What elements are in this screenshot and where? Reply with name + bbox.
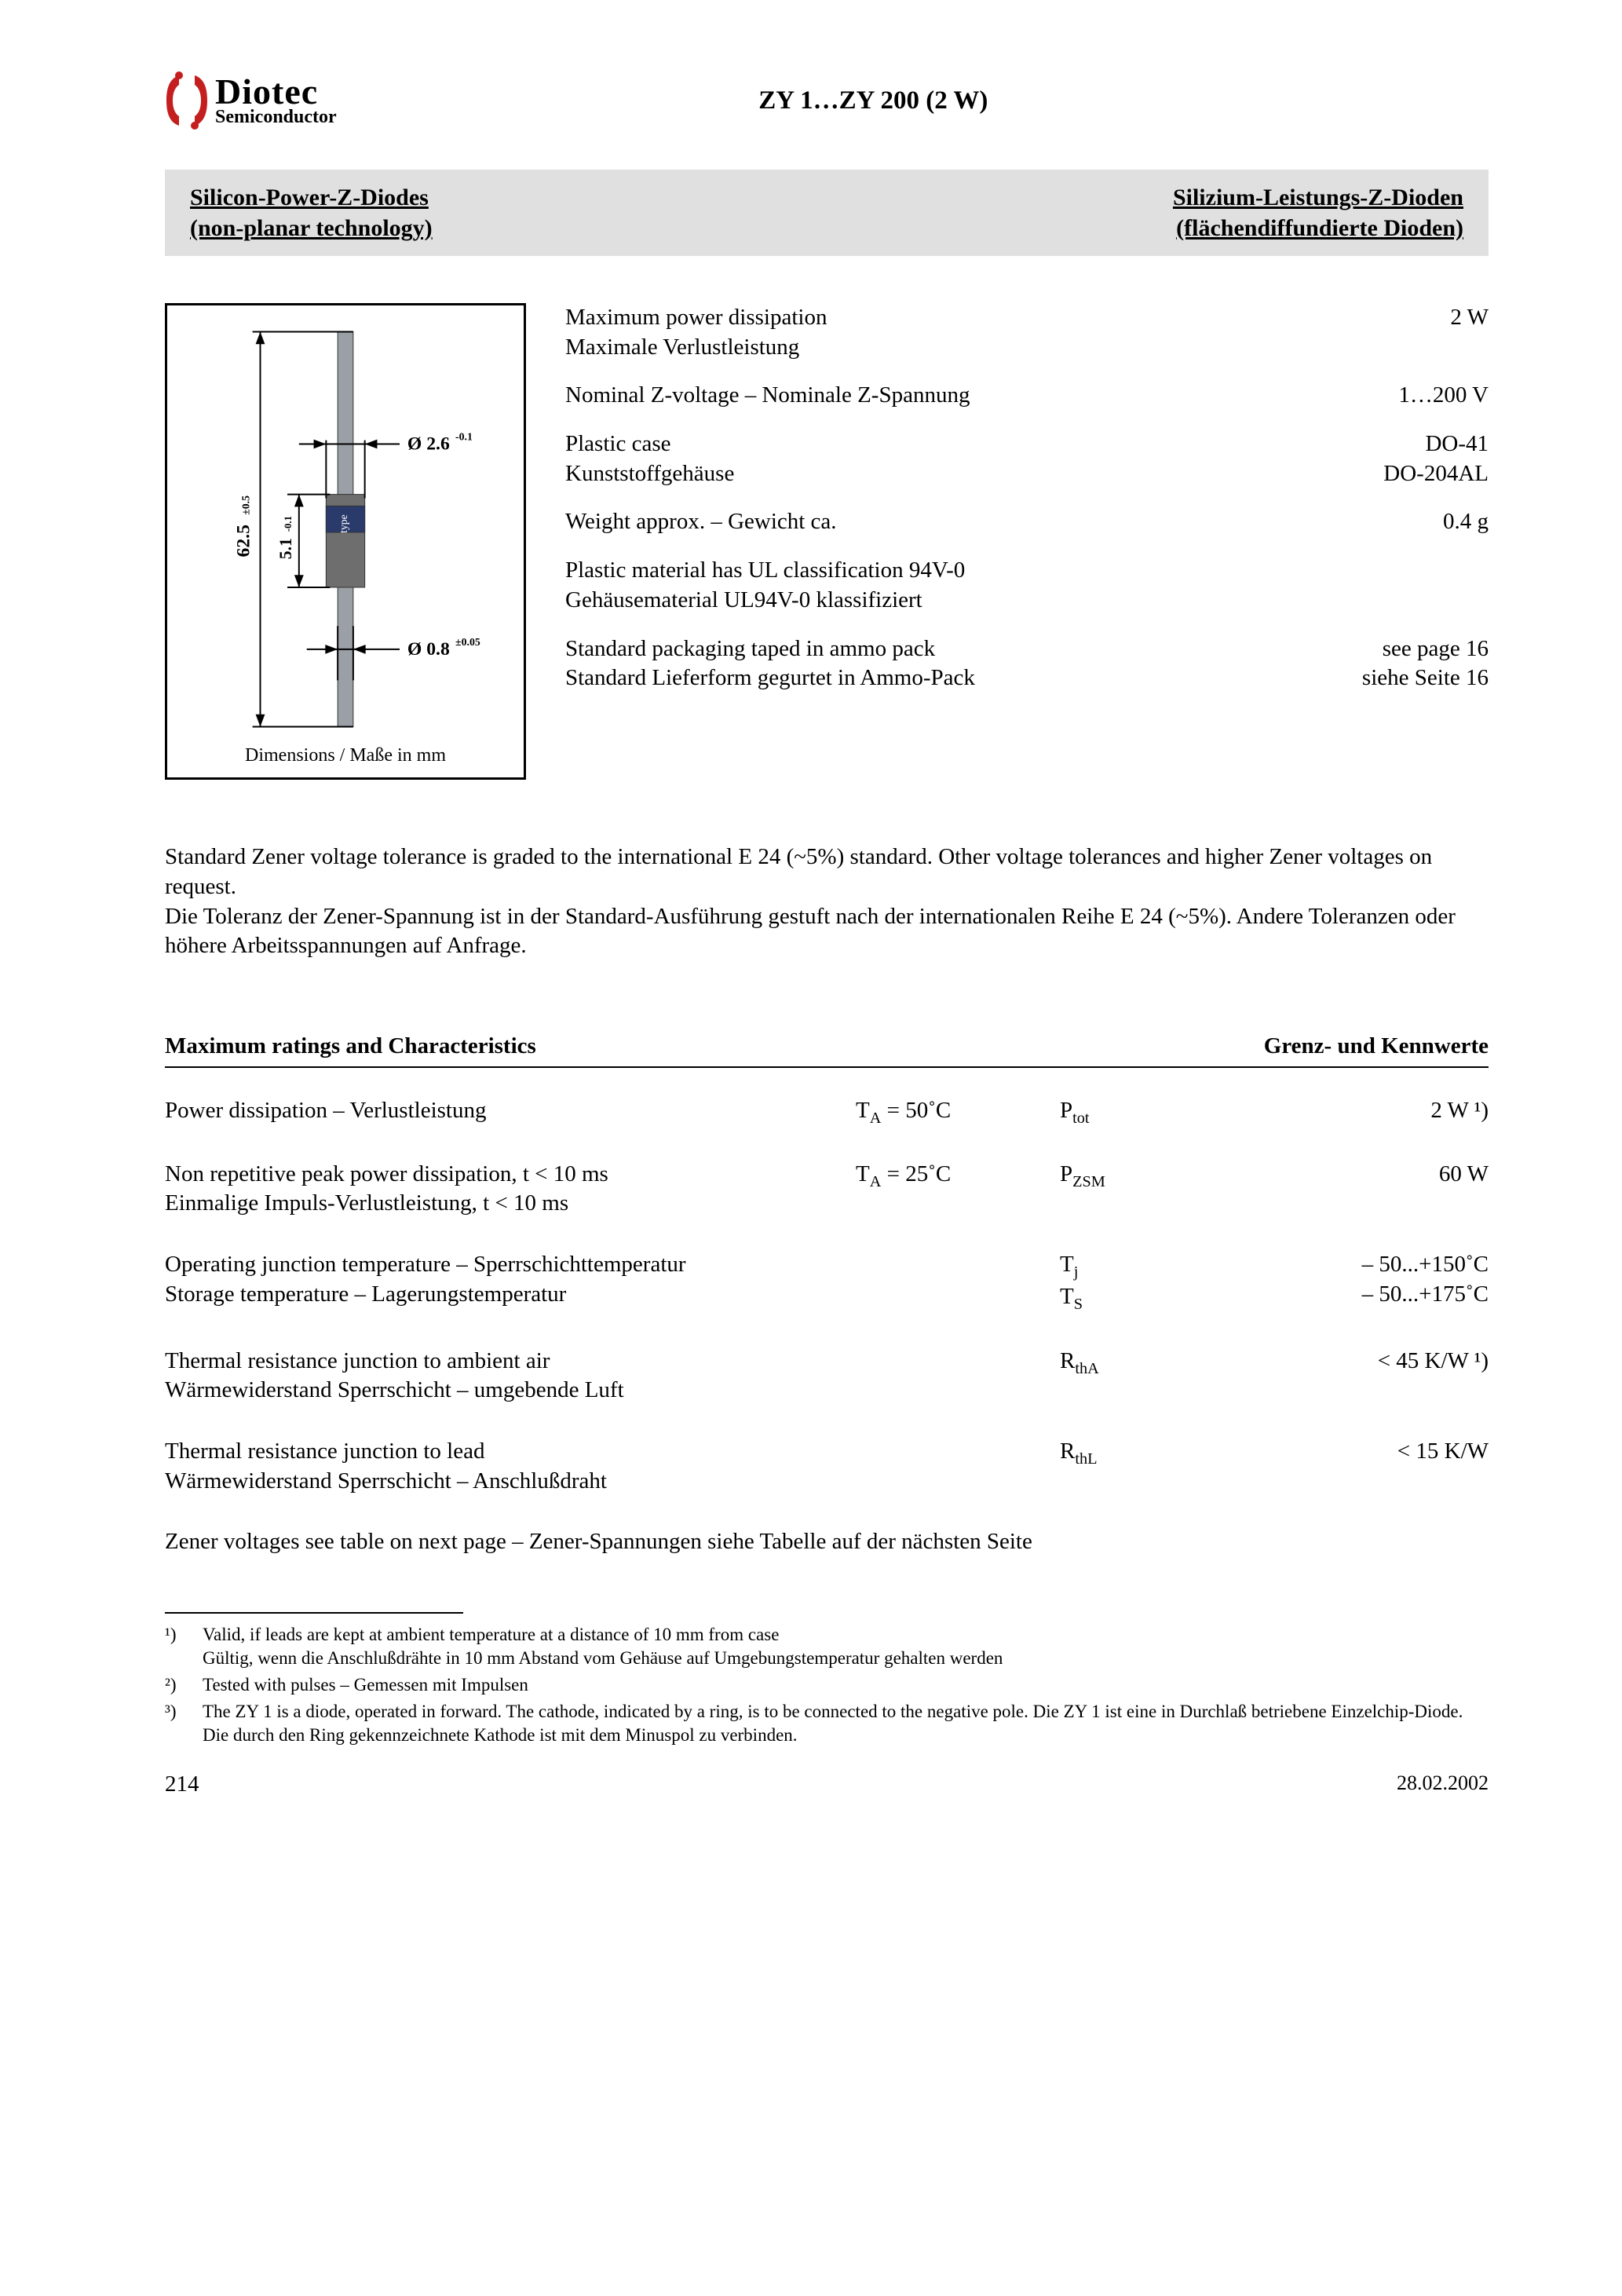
spec-row: Plastic caseKunststoffgehäuse DO-41DO-204… [565, 430, 1489, 488]
ratings-row: Thermal resistance junction to ambient a… [165, 1347, 1489, 1406]
spec-value: DO-41DO-204AL [1383, 430, 1489, 488]
subtitle-right-2: (flächendiffundierte Dioden) [1176, 215, 1463, 241]
ratings-head-right: Grenz- und Kennwerte [1264, 1032, 1489, 1062]
page-title: ZY 1…ZY 200 (2 W) [258, 84, 1489, 118]
spec-label: Weight approx. – Gewicht ca. [565, 507, 837, 537]
rating-symbol: PZSM [1060, 1160, 1185, 1219]
footnote-text: The ZY 1 is a diode, operated in forward… [203, 1700, 1489, 1747]
rating-symbol: Ptot [1060, 1096, 1185, 1128]
ratings-row: Power dissipation – VerlustleistungTA = … [165, 1096, 1489, 1128]
spec-row: Maximum power dissipationMaximale Verlus… [565, 303, 1489, 362]
diagram-box: type 62.5 ±0.5 5.1 -0.1 [165, 303, 526, 780]
ratings-head-left: Maximum ratings and Characteristics [165, 1032, 536, 1062]
spec-value: see page 16siehe Seite 16 [1362, 634, 1489, 693]
svg-text:Ø 0.8: Ø 0.8 [407, 639, 450, 660]
ratings-row: Non repetitive peak power dissipation, t… [165, 1160, 1489, 1219]
ratings-row: Thermal resistance junction to leadWärme… [165, 1437, 1489, 1496]
svg-text:Ø 2.6: Ø 2.6 [407, 433, 450, 454]
spec-label: Standard packaging taped in ammo packSta… [565, 634, 975, 693]
rating-symbol: TjTS [1060, 1250, 1185, 1314]
rating-desc: Non repetitive peak power dissipation, t… [165, 1160, 856, 1219]
footnote-row: ²)Tested with pulses – Gemessen mit Impu… [165, 1673, 1489, 1697]
spec-row: Nominal Z-voltage – Nominale Z-Spannung 1… [565, 381, 1489, 411]
rating-cond: TA = 25˚C [856, 1160, 1060, 1219]
spec-label: Plastic material has UL classification 9… [565, 556, 965, 615]
svg-text:±0.5: ±0.5 [240, 495, 252, 515]
subtitle-right: Silizium-Leistungs-Z-Dioden (flächendiff… [1173, 182, 1463, 243]
rating-value: – 50...+150˚C– 50...+175˚C [1185, 1250, 1489, 1314]
spec-row: Standard packaging taped in ammo packSta… [565, 634, 1489, 693]
diagram-caption: Dimensions / Maße in mm [175, 744, 516, 768]
subtitle-right-1: Silizium-Leistungs-Z-Dioden [1173, 185, 1463, 210]
next-page-note: Zener voltages see table on next page – … [165, 1527, 1489, 1557]
rating-desc: Thermal resistance junction to ambient a… [165, 1347, 856, 1406]
spec-list: Maximum power dissipationMaximale Verlus… [565, 303, 1489, 780]
rating-cond [856, 1437, 1060, 1496]
rating-cond [856, 1250, 1060, 1314]
rating-value: < 15 K/W [1185, 1437, 1489, 1496]
rating-cond: TA = 50˚C [856, 1096, 1060, 1128]
rating-cond [856, 1347, 1060, 1406]
footnote-number: ¹) [165, 1623, 203, 1670]
rating-value: 60 W [1185, 1160, 1489, 1219]
top-section: type 62.5 ±0.5 5.1 -0.1 [165, 303, 1489, 780]
page-date: 28.02.2002 [1397, 1770, 1489, 1800]
subtitle-bar: Silicon-Power-Z-Diodes (non-planar techn… [165, 170, 1489, 256]
footnote-text: Tested with pulses – Gemessen mit Impuls… [203, 1673, 1489, 1697]
tolerance-paragraph: Standard Zener voltage tolerance is grad… [165, 843, 1489, 961]
rating-value: 2 W ¹) [1185, 1096, 1489, 1128]
header-row: Diotec Semiconductor ZY 1…ZY 200 (2 W) [165, 71, 1489, 130]
ratings-heading: Maximum ratings and Characteristics Gren… [165, 1032, 1489, 1068]
footnote-rule [165, 1612, 463, 1614]
svg-text:±0.05: ±0.05 [455, 636, 480, 648]
footnote-number: ³) [165, 1700, 203, 1747]
footnote-number: ²) [165, 1673, 203, 1697]
spec-label: Nominal Z-voltage – Nominale Z-Spannung [565, 381, 970, 411]
svg-text:62.5: 62.5 [234, 525, 254, 557]
rating-value: < 45 K/W ¹) [1185, 1347, 1489, 1406]
rating-symbol: RthA [1060, 1347, 1185, 1406]
spec-row: Plastic material has UL classification 9… [565, 556, 1489, 615]
rating-desc: Power dissipation – Verlustleistung [165, 1096, 856, 1128]
ratings-table: Power dissipation – VerlustleistungTA = … [165, 1096, 1489, 1497]
subtitle-left: Silicon-Power-Z-Diodes (non-planar techn… [190, 182, 433, 243]
rating-desc: Operating junction temperature – Sperrsc… [165, 1250, 856, 1314]
svg-text:5.1: 5.1 [276, 538, 295, 559]
svg-text:-0.1: -0.1 [283, 516, 294, 532]
page-number: 214 [165, 1770, 199, 1800]
subtitle-left-2: (non-planar technology) [190, 215, 433, 241]
footnote-row: ³)The ZY 1 is a diode, operated in forwa… [165, 1700, 1489, 1747]
spec-row: Weight approx. – Gewicht ca. 0.4 g [565, 507, 1489, 537]
rating-symbol: RthL [1060, 1437, 1185, 1496]
spec-value: 2 W [1450, 303, 1489, 362]
subtitle-left-1: Silicon-Power-Z-Diodes [190, 185, 429, 210]
page-footer: 214 28.02.2002 [165, 1770, 1489, 1800]
svg-text:-0.1: -0.1 [455, 431, 473, 443]
footnote-text: Valid, if leads are kept at ambient temp… [203, 1623, 1489, 1670]
rating-desc: Thermal resistance junction to leadWärme… [165, 1437, 856, 1496]
ratings-row: Operating junction temperature – Sperrsc… [165, 1250, 1489, 1314]
spec-value: 0.4 g [1443, 507, 1489, 537]
package-diagram: type 62.5 ±0.5 5.1 -0.1 [175, 321, 516, 737]
footnote-row: ¹)Valid, if leads are kept at ambient te… [165, 1623, 1489, 1670]
footnotes: ¹)Valid, if leads are kept at ambient te… [165, 1623, 1489, 1746]
svg-text:type: type [338, 514, 349, 533]
spec-value: 1…200 V [1398, 381, 1489, 411]
spec-label: Plastic caseKunststoffgehäuse [565, 430, 734, 488]
spec-label: Maximum power dissipationMaximale Verlus… [565, 303, 827, 362]
logo-icon [165, 71, 209, 130]
